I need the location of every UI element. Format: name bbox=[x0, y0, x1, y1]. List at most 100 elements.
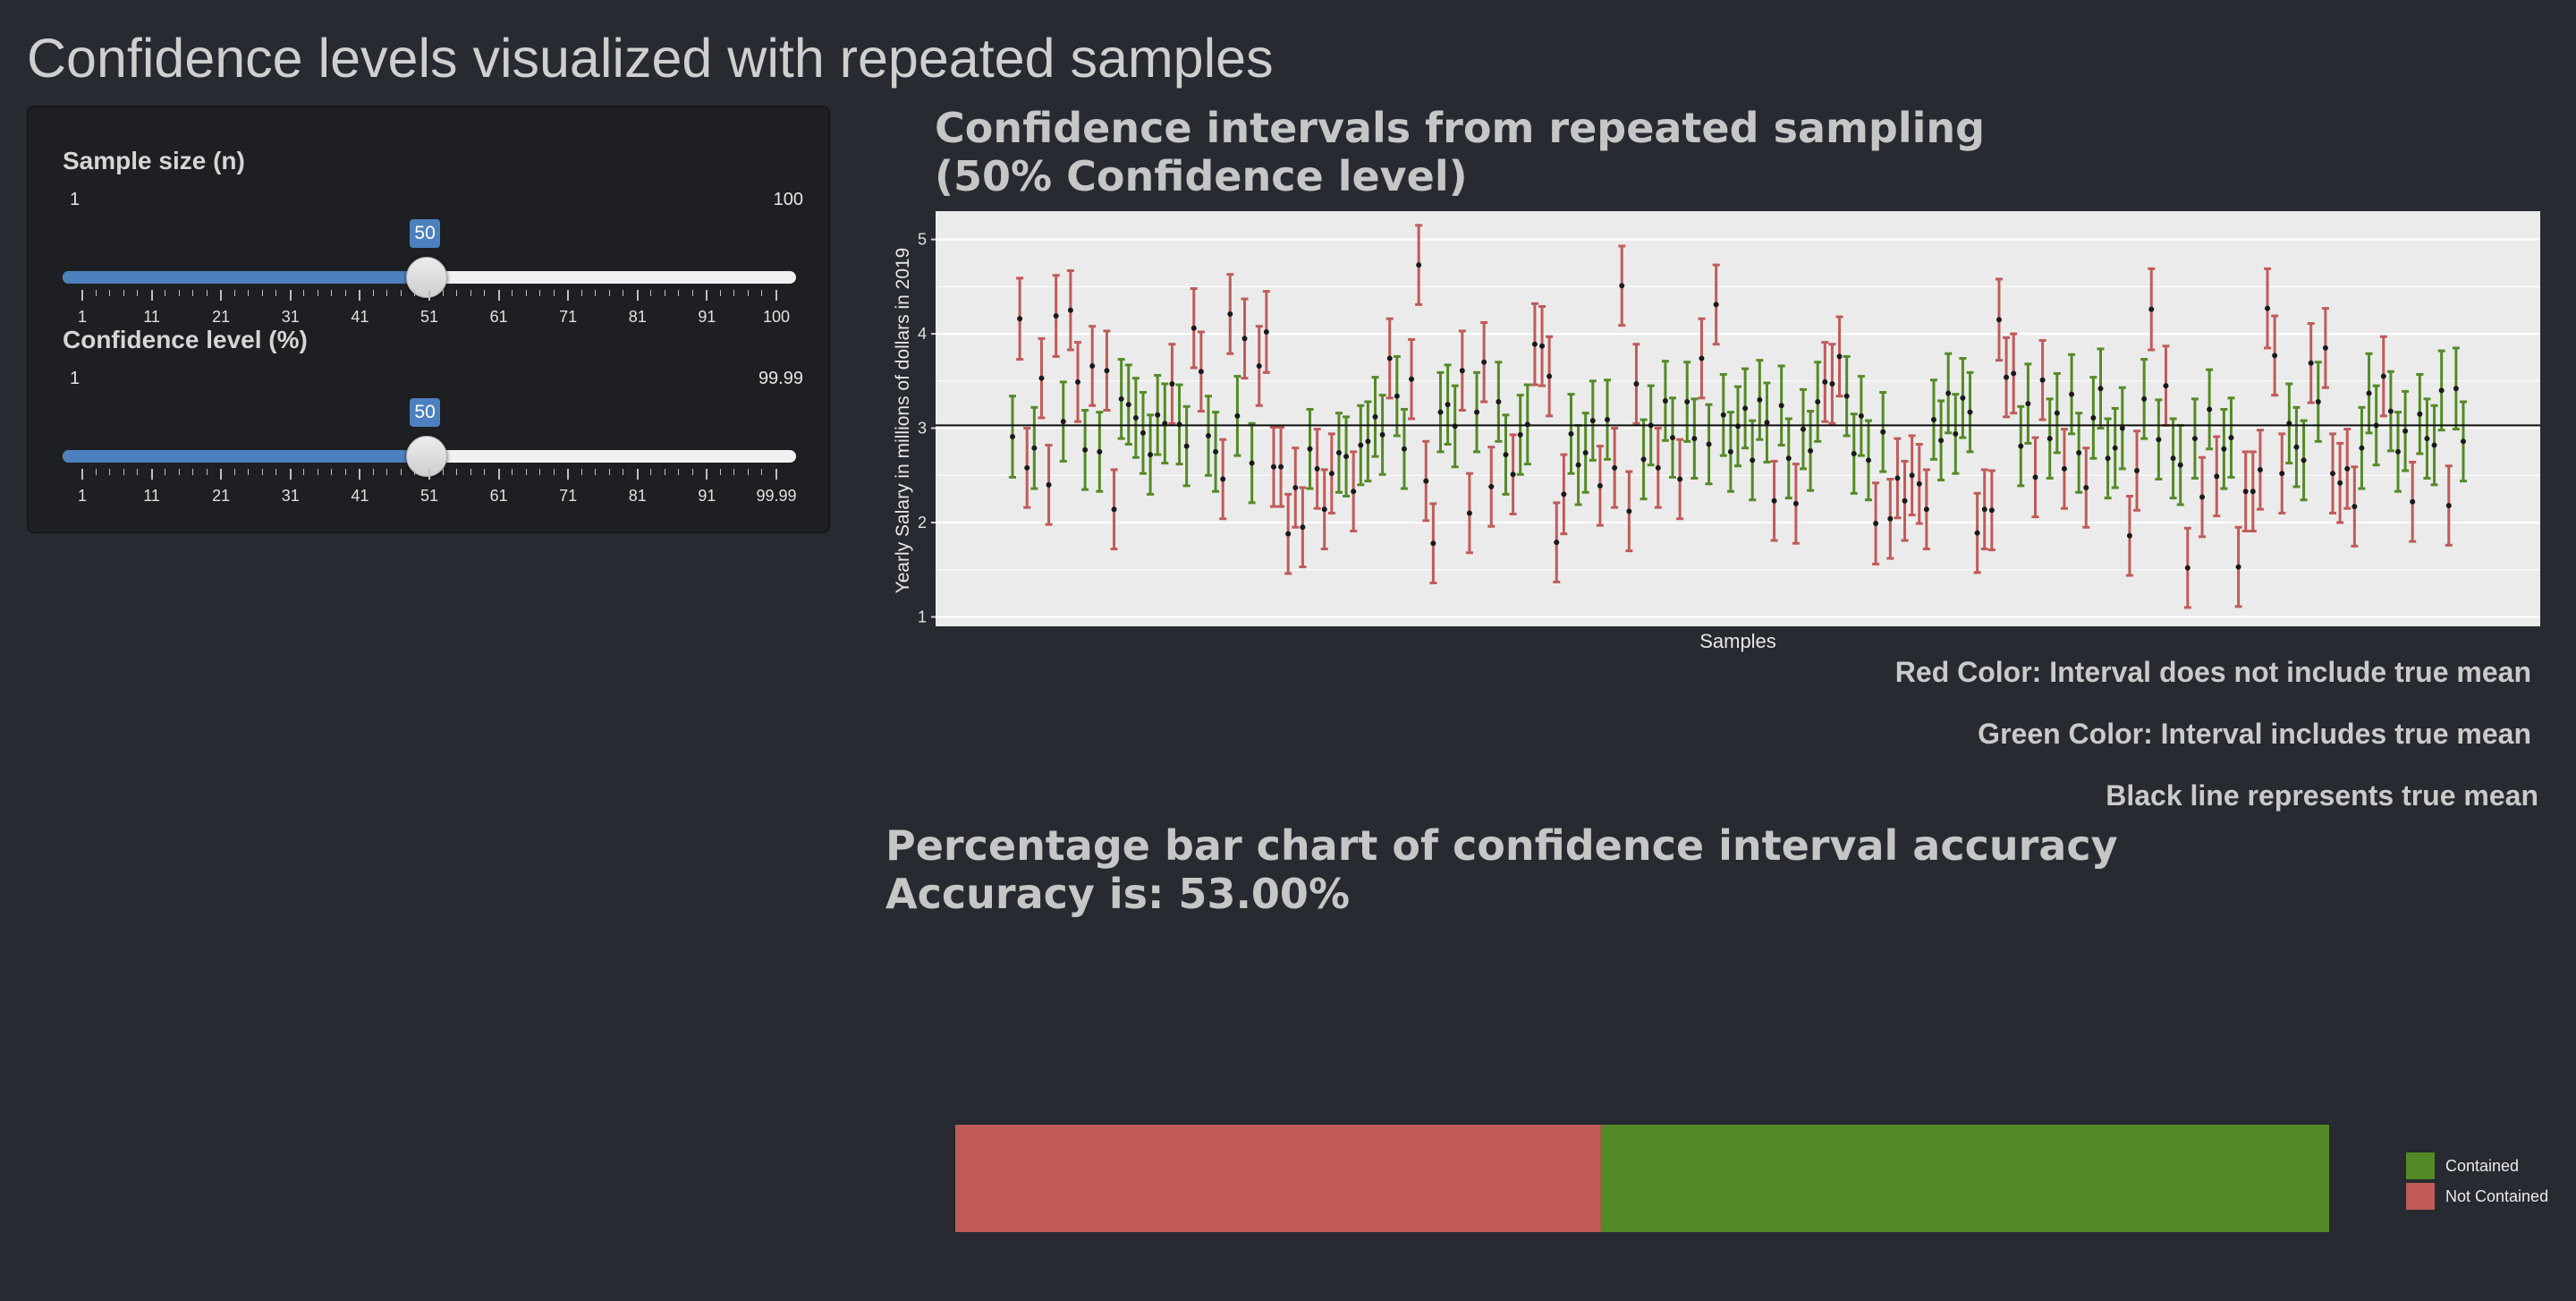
slider-tick-label: 11 bbox=[143, 487, 160, 505]
slider-tick-minor bbox=[414, 469, 416, 475]
sample-mean-point bbox=[2279, 471, 2285, 477]
sample-mean-point bbox=[1148, 452, 1154, 458]
interval-not-contained bbox=[2256, 429, 2264, 511]
sample-mean-point bbox=[1902, 497, 1908, 504]
interval-not-contained bbox=[1821, 341, 1829, 423]
sample-mean-point bbox=[2112, 445, 2118, 451]
sample-mean-point bbox=[1655, 464, 1661, 471]
sample-mean-point bbox=[1249, 460, 1255, 466]
sample-mean-point bbox=[1916, 480, 1922, 487]
interval-contained bbox=[1879, 390, 1887, 473]
sample-mean-point bbox=[1981, 506, 1987, 513]
sample-mean-point bbox=[2272, 353, 2278, 359]
sample-mean-point bbox=[2039, 377, 2046, 383]
sample-mean-point bbox=[1960, 395, 1966, 401]
sample-mean-point bbox=[2351, 504, 2358, 510]
sample-mean-point bbox=[1082, 446, 1089, 453]
interval-contained bbox=[1182, 404, 1191, 488]
interval-not-contained bbox=[2199, 455, 2207, 539]
sample-mean-point bbox=[1996, 317, 2002, 323]
interval-contained bbox=[2285, 382, 2293, 465]
slider-tick-minor bbox=[248, 469, 250, 475]
legend-swatch-not-contained bbox=[2406, 1183, 2435, 1210]
interval-not-contained bbox=[1908, 434, 1916, 517]
interval-contained bbox=[2314, 361, 2322, 443]
interval-contained bbox=[1763, 381, 1771, 464]
slider-handle[interactable] bbox=[406, 436, 448, 477]
interval-not-contained bbox=[1023, 427, 1031, 509]
sample-mean-point bbox=[2453, 386, 2459, 392]
slider-tick-minor bbox=[275, 469, 277, 475]
sample-mean-point bbox=[2330, 471, 2336, 477]
sample-mean-point bbox=[1836, 353, 1843, 360]
sample-mean-point bbox=[1575, 462, 1581, 468]
sample-mean-point bbox=[1843, 393, 1850, 399]
interval-contained bbox=[1124, 363, 1132, 446]
sample-mean-point bbox=[2301, 457, 2307, 463]
sample-mean-point bbox=[2141, 395, 2148, 402]
sample-mean-point bbox=[1713, 302, 1719, 308]
slider-ticks: 1 11 21 31 41 51 61 71 81 91 100 bbox=[63, 290, 796, 326]
slider-tick-major bbox=[428, 469, 430, 480]
slider-tick-minor bbox=[442, 469, 444, 475]
interval-contained bbox=[1357, 404, 1365, 487]
interval-not-contained bbox=[1915, 442, 1923, 525]
sample-mean-point bbox=[2337, 480, 2343, 486]
slider-value-bubble: 50 bbox=[410, 398, 441, 427]
sample-mean-point bbox=[1670, 435, 1676, 441]
sample-mean-point bbox=[2242, 489, 2249, 495]
interval-not-contained bbox=[1350, 450, 1358, 532]
interval-not-contained bbox=[1190, 286, 1198, 370]
sample-mean-point bbox=[1582, 449, 1589, 455]
sample-mean-point bbox=[2119, 425, 2125, 431]
slider-tick-minor bbox=[233, 469, 235, 475]
interval-not-contained bbox=[2183, 526, 2191, 609]
slider-tick-label: 1 bbox=[77, 487, 88, 505]
interval-not-contained bbox=[1792, 463, 1800, 545]
slider-tick-major bbox=[150, 290, 153, 301]
sample-mean-point bbox=[1220, 476, 1226, 482]
sample-mean-point bbox=[1742, 405, 1749, 412]
interval-contained bbox=[1081, 409, 1089, 491]
confidence-level-label: Confidence level (%) bbox=[63, 326, 308, 353]
y-tick-label: 1 bbox=[918, 608, 927, 625]
slider-tick-minor bbox=[678, 469, 680, 475]
interval-not-contained bbox=[2060, 428, 2068, 510]
slider-tick-minor bbox=[650, 290, 652, 296]
interval-contained bbox=[1959, 357, 1967, 439]
sidebar-panel: Sample size (n) 1 100 50 1 11 21 31 41 51 61 71… bbox=[27, 106, 830, 533]
slider-tick-minor bbox=[691, 290, 693, 296]
confidence-level-slider[interactable]: Confidence level (%) 1 99.99 50 1 11 21 31 4… bbox=[63, 326, 803, 505]
interval-not-contained bbox=[1712, 263, 1720, 346]
sample-mean-point bbox=[2366, 390, 2372, 396]
sample-mean-point bbox=[1531, 341, 1538, 347]
slider-track[interactable]: 50 bbox=[63, 219, 796, 298]
interval-not-contained bbox=[1016, 276, 1024, 361]
sample-mean-point bbox=[2032, 474, 2038, 480]
slider-tick-minor bbox=[261, 469, 263, 475]
app-title: Confidence levels visualized with repeat… bbox=[27, 28, 1274, 89]
sample-mean-point bbox=[1785, 455, 1792, 462]
sample-mean-point bbox=[1662, 397, 1668, 404]
slider-tick-label: 31 bbox=[281, 487, 300, 505]
interval-contained bbox=[2402, 389, 2410, 472]
legend-item-contained: Contained bbox=[2406, 1151, 2548, 1181]
sample-mean-point bbox=[1031, 445, 1038, 451]
sample-size-slider[interactable]: Sample size (n) 1 100 50 1 11 21 31 41 51 61 71… bbox=[63, 147, 803, 326]
sample-mean-point bbox=[1365, 438, 1371, 445]
interval-not-contained bbox=[1168, 343, 1176, 425]
slider-tick-major bbox=[567, 290, 570, 301]
interval-contained bbox=[2190, 397, 2199, 480]
sample-mean-point bbox=[1379, 431, 1385, 438]
y-tick-label: 3 bbox=[918, 420, 927, 438]
sample-mean-point bbox=[1706, 441, 1712, 447]
ci-x-axis-label: Samples bbox=[1699, 630, 1776, 652]
slider-track[interactable]: 50 bbox=[63, 398, 796, 477]
slider-handle[interactable] bbox=[406, 257, 448, 298]
slider-tick-minor bbox=[539, 469, 541, 475]
interval-not-contained bbox=[1618, 244, 1626, 327]
interval-not-contained bbox=[1284, 492, 1292, 575]
interval-contained bbox=[1147, 413, 1155, 496]
sample-mean-point bbox=[1372, 413, 1378, 420]
interval-contained bbox=[2300, 419, 2308, 502]
